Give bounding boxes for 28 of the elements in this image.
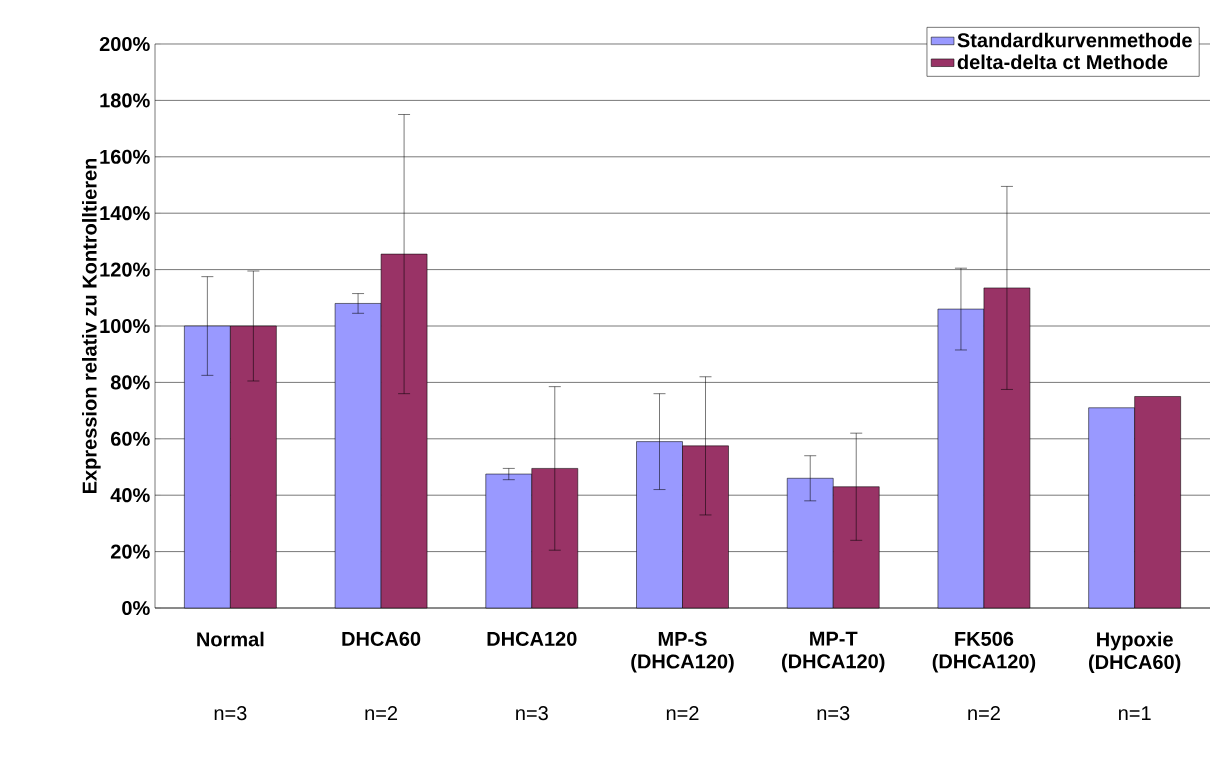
- y-tick-label: 100%: [100, 318, 150, 334]
- text: n=2: [666, 706, 699, 720]
- y-tick-label: 180%: [100, 93, 150, 108]
- x-tick-label: MP-T (DHCA120): [781, 631, 885, 673]
- x-tick-label: DHCA120: [487, 631, 577, 646]
- text: n=2: [365, 706, 398, 720]
- y-tick-label: 20%: [110, 544, 150, 559]
- text: n=3: [516, 706, 548, 721]
- x-tick-label: DHCA60: [342, 631, 421, 646]
- text: n=3: [214, 706, 247, 721]
- y-tick-label: 120%: [100, 262, 150, 277]
- y-tick-label: 0%: [122, 600, 150, 616]
- x-tick-label: Normal: [197, 631, 264, 647]
- y-tick-label: 40%: [110, 488, 150, 503]
- legend-label: delta-delta ct Methode: [957, 54, 1168, 70]
- y-tick-label: 160%: [100, 149, 150, 164]
- y-tick-label: 140%: [100, 206, 150, 221]
- x-tick-label: Hypoxie (DHCA60): [1088, 631, 1181, 674]
- x-tick-label: MP-S (DHCA120): [631, 631, 734, 673]
- y-tick-label: 200%: [99, 36, 150, 52]
- y-tick-label: 80%: [110, 375, 150, 390]
- legend-label: Standardkurvenmethode: [957, 32, 1192, 48]
- y-tick-label: 60%: [111, 431, 150, 446]
- text: n=3: [817, 706, 850, 721]
- x-tick-label: FK506 (DHCA120): [932, 631, 1036, 673]
- text: n=1: [1119, 706, 1151, 720]
- text: n=2: [968, 706, 1000, 720]
- y-axis-title: Expression relativ zu Kontrolltieren: [82, 158, 101, 494]
